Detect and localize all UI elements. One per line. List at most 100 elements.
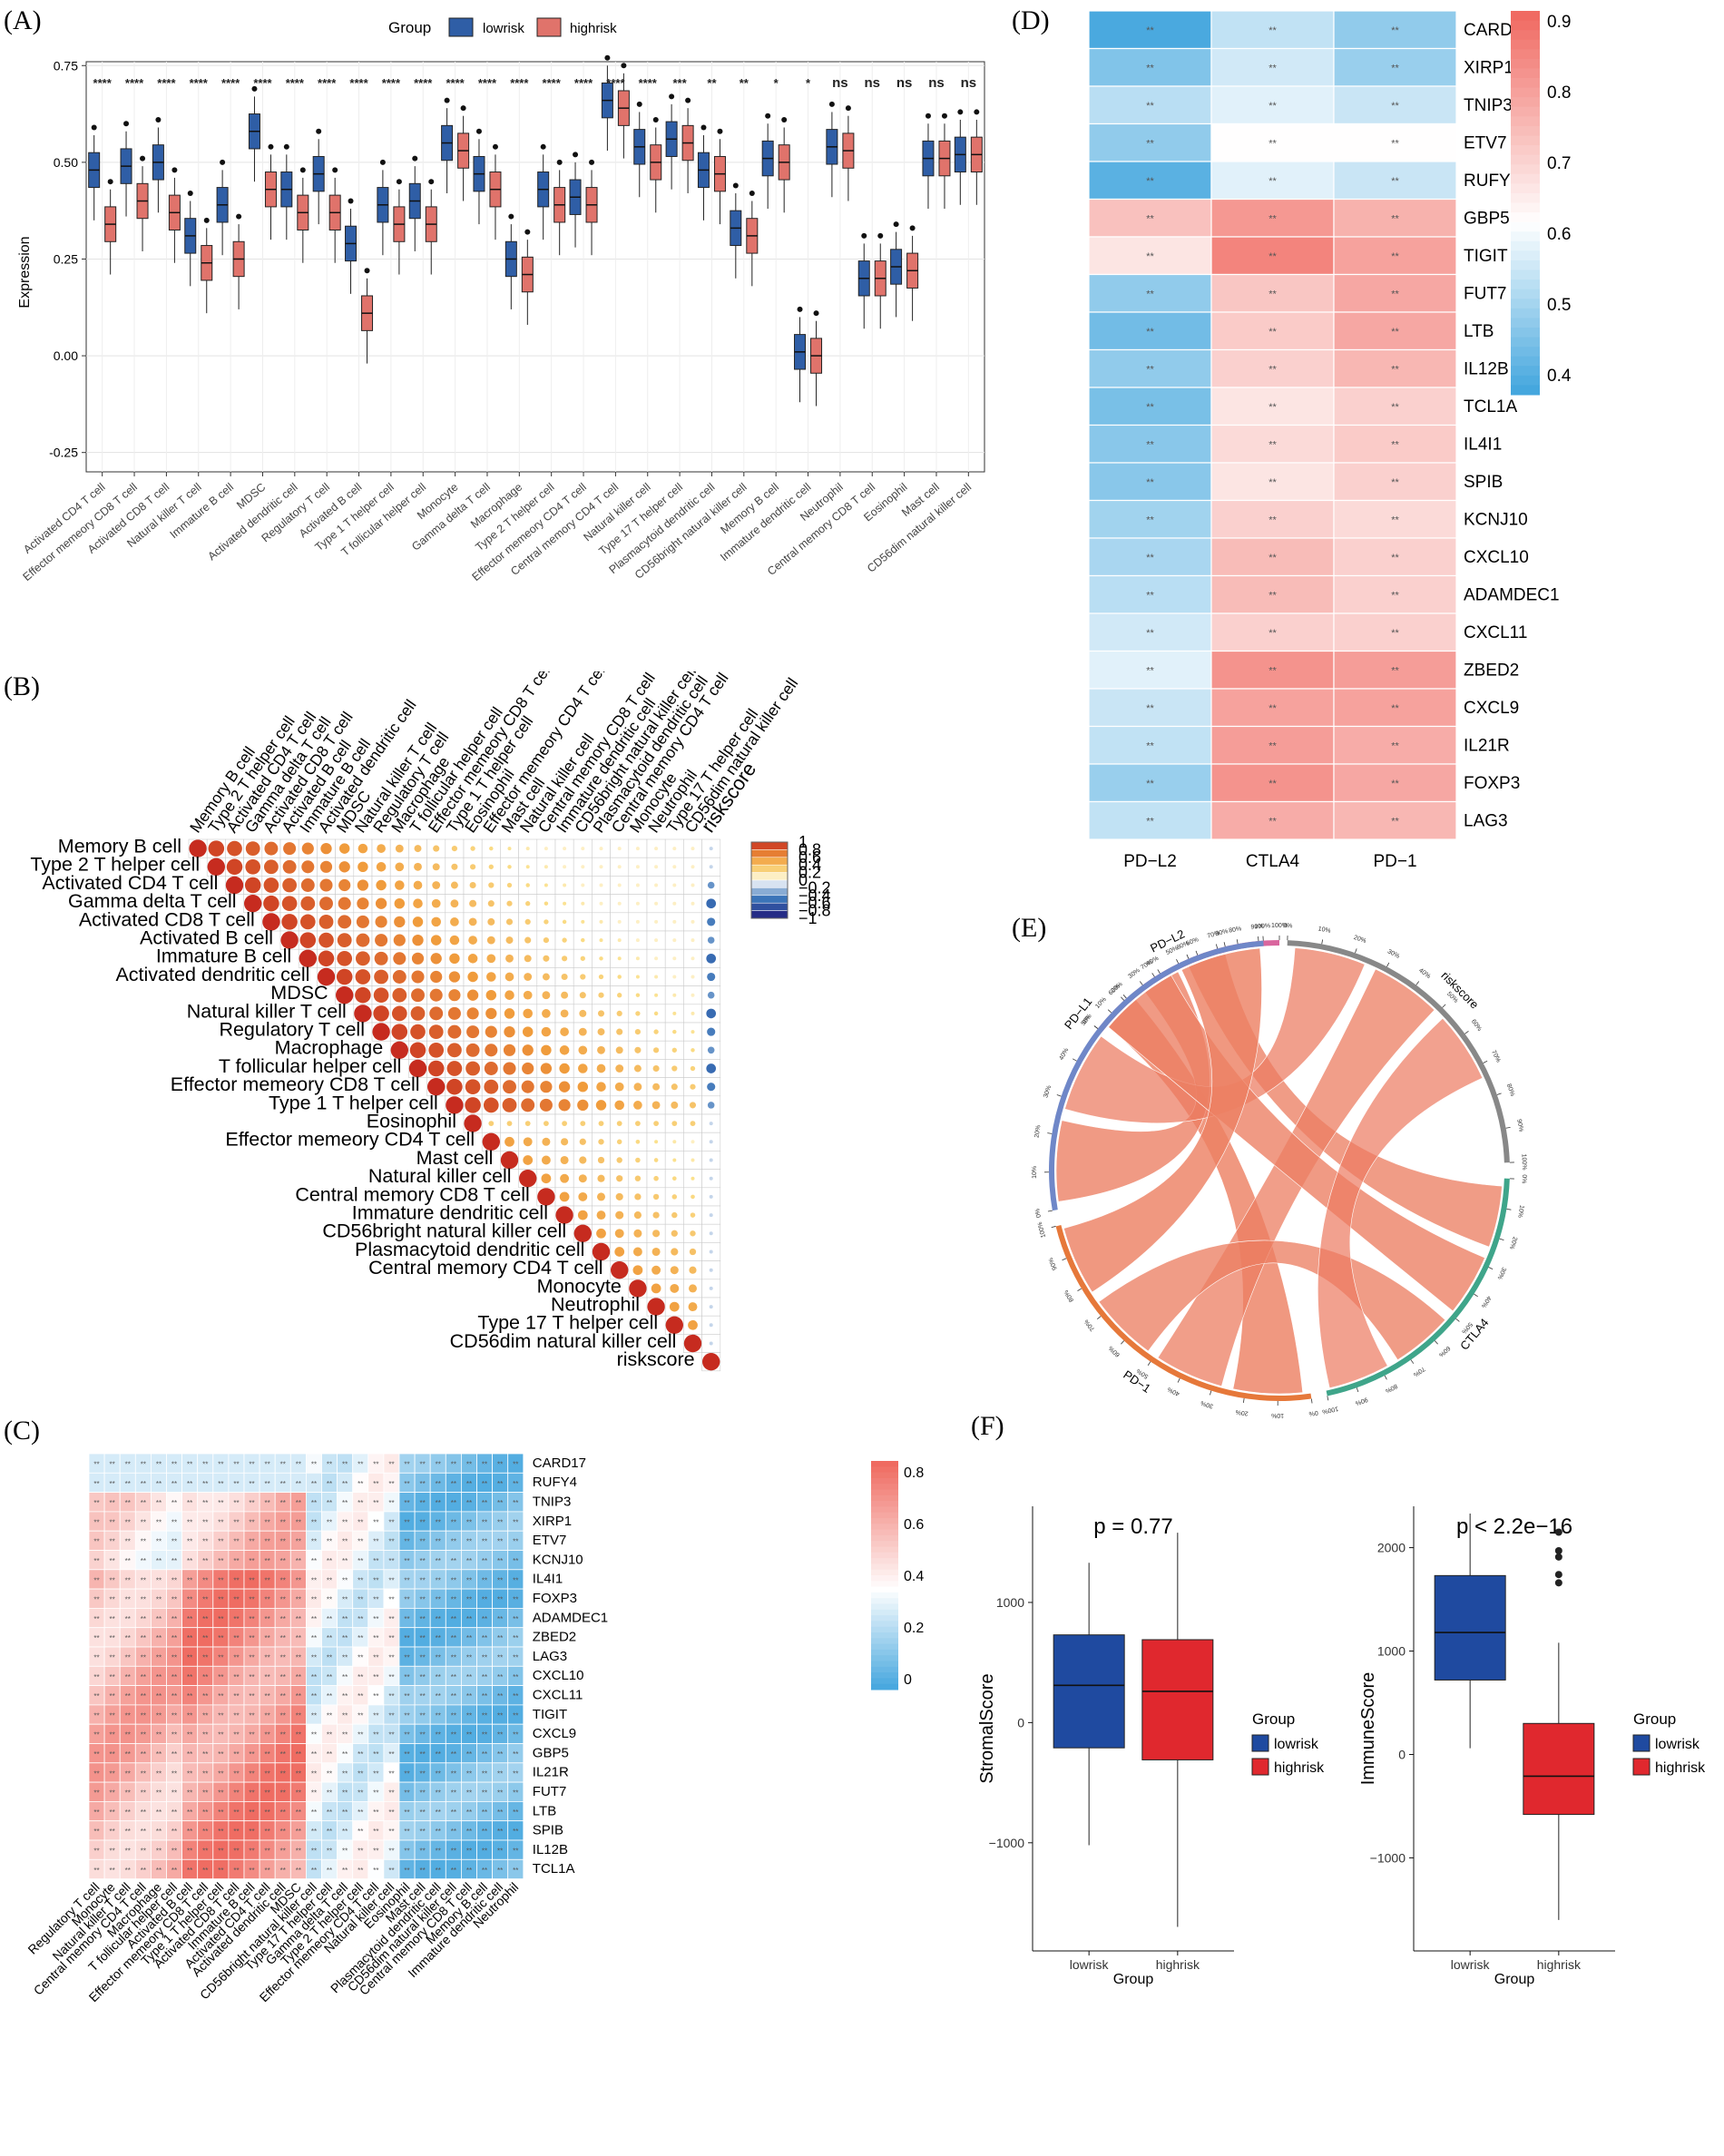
significance-label-a: **** xyxy=(349,76,368,90)
cell-sig-c: ** xyxy=(202,1518,208,1526)
cell-sig-c: ** xyxy=(358,1789,363,1798)
corr-circle xyxy=(629,1279,647,1298)
heat-cell-d xyxy=(1333,236,1457,276)
cell-sig-c: ** xyxy=(110,1847,115,1855)
cell-sig-c: ** xyxy=(110,1615,115,1623)
significance-label-a: **** xyxy=(93,76,113,90)
corr-circle xyxy=(599,919,603,924)
outlier-a xyxy=(379,159,386,165)
corr-circle xyxy=(615,1210,624,1220)
corr-circle xyxy=(599,938,603,943)
row-label-b: Activated dendritic cell xyxy=(115,964,309,985)
cell-sig-c: ** xyxy=(388,1828,394,1836)
cell-sig-c: ** xyxy=(187,1828,192,1836)
colorbar-segment-b xyxy=(750,887,789,897)
corr-circle xyxy=(429,988,443,1002)
y-tick-label-f: 0 xyxy=(1398,1747,1406,1761)
cell-sig-c: ** xyxy=(388,1596,394,1604)
corr-circle xyxy=(672,938,677,943)
cell-sig-c: ** xyxy=(513,1460,518,1468)
colorbar-segment-b xyxy=(750,872,789,881)
cell-sig-c: ** xyxy=(171,1499,177,1507)
row-label-b: CD56bright natural killer cell xyxy=(322,1220,566,1242)
panel-label-c: (C) xyxy=(4,1416,40,1446)
cell-sig-c: ** xyxy=(482,1634,487,1642)
corr-circle xyxy=(299,932,317,948)
cell-sig-c: ** xyxy=(93,1789,99,1798)
corr-circle xyxy=(523,990,533,1000)
cell-sig-c: ** xyxy=(358,1711,363,1720)
cell-sig-c: ** xyxy=(93,1808,99,1817)
cell-sig-c: ** xyxy=(497,1847,503,1855)
cell-sig-c: ** xyxy=(171,1673,177,1681)
corr-circle xyxy=(354,1004,372,1023)
corr-circle xyxy=(358,843,368,854)
corr-circle xyxy=(562,919,567,925)
cell-sig-d: ** xyxy=(1391,439,1399,450)
cell-sig-c: ** xyxy=(202,1769,208,1778)
corr-circle xyxy=(653,1175,659,1181)
outlier-a xyxy=(155,116,162,122)
outlier-a xyxy=(589,159,595,165)
cell-sig-c: ** xyxy=(249,1828,254,1836)
cell-sig-c: ** xyxy=(187,1808,192,1817)
corr-circle xyxy=(669,1301,680,1312)
cell-sig-c: ** xyxy=(265,1615,270,1623)
cell-sig-c: ** xyxy=(420,1828,426,1836)
panel-d-heatmap: CARD17** ** **XIRP1** ** **TNIP3** ** **ETV7**… xyxy=(1088,10,1572,871)
corr-circle xyxy=(559,1063,570,1074)
corr-circle xyxy=(632,1247,642,1257)
cell-sig-d: ** xyxy=(1269,63,1277,74)
cell-sig-c: ** xyxy=(125,1808,131,1817)
cell-sig-c: ** xyxy=(249,1769,254,1778)
cell-sig-c: ** xyxy=(342,1692,348,1700)
corr-circle xyxy=(670,1283,680,1293)
cell-sig-c: ** xyxy=(311,1867,317,1875)
outlier-f xyxy=(1554,1528,1562,1536)
corr-circle xyxy=(635,883,640,887)
colorbar-segment-c xyxy=(871,1672,898,1679)
cell-sig-c: ** xyxy=(233,1576,239,1584)
cell-sig-c: ** xyxy=(93,1615,99,1623)
colorbar-tick-b: −0.4 xyxy=(798,887,831,905)
x-axis-label-f: Group xyxy=(1113,1972,1154,1987)
corr-circle xyxy=(375,916,387,928)
cell-sig-c: ** xyxy=(233,1557,239,1565)
sector-tick-e xyxy=(1464,1030,1469,1034)
colorbar-segment-d xyxy=(1511,327,1540,338)
colorbar-segment-d xyxy=(1511,154,1540,165)
row-label-d: SPIB xyxy=(1464,473,1503,492)
sector-tick-label-e: 40% xyxy=(1059,1047,1071,1062)
corr-circle xyxy=(561,973,568,981)
sector-tick-e xyxy=(1139,981,1143,985)
corr-circle xyxy=(653,1029,659,1034)
corr-circle xyxy=(558,1081,571,1093)
cell-sig-c: ** xyxy=(265,1653,270,1661)
cell-sig-c: ** xyxy=(497,1480,503,1488)
corr-circle xyxy=(525,901,531,906)
cell-sig-c: ** xyxy=(373,1750,378,1759)
cell-sig-d: ** xyxy=(1391,779,1399,789)
cell-sig-c: ** xyxy=(265,1828,270,1836)
colorbar-segment-d xyxy=(1511,202,1540,213)
corr-circle xyxy=(469,864,476,870)
corr-circle xyxy=(414,862,422,871)
sector-label-e: CTLA4 xyxy=(1457,1316,1492,1353)
cell-sig-c: ** xyxy=(451,1576,456,1584)
row-label-d: IL12B xyxy=(1464,359,1509,378)
corr-circle xyxy=(484,1062,498,1075)
cell-sig-c: ** xyxy=(218,1769,223,1778)
cell-sig-c: ** xyxy=(171,1789,177,1798)
cell-sig-c: ** xyxy=(327,1653,332,1661)
colorbar-segment-c xyxy=(871,1581,898,1588)
corr-circle xyxy=(430,953,442,965)
sector-tick-e xyxy=(1047,1132,1053,1134)
cell-sig-c: ** xyxy=(233,1828,239,1836)
outlier-a xyxy=(604,54,611,61)
y-tick-label-f: −1000 xyxy=(989,1836,1025,1850)
corr-circle xyxy=(541,1173,552,1184)
corr-circle xyxy=(523,1155,534,1165)
panel-label-b: (B) xyxy=(4,671,40,701)
row-label-c: FOXP3 xyxy=(533,1591,577,1606)
colorbar-tick-d: 0.7 xyxy=(1547,154,1571,173)
